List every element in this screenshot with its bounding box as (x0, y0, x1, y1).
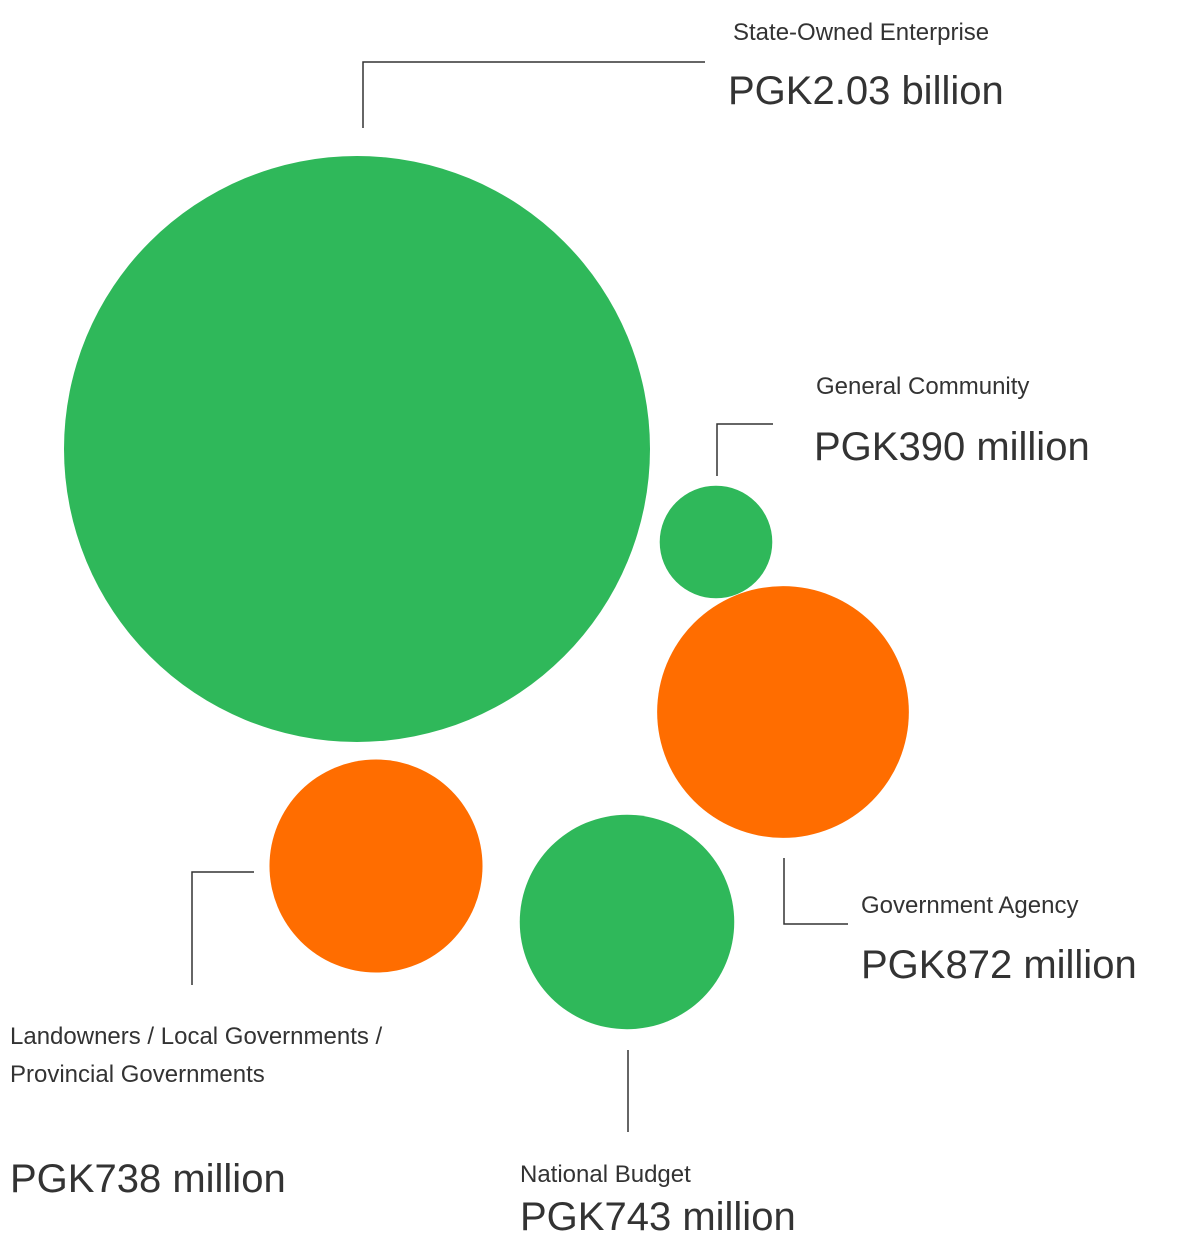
leader-line (783, 858, 848, 925)
value-label: PGK390 million (814, 425, 1090, 469)
bubble-name: State-Owned Enterprise (733, 19, 989, 46)
bubble (64, 156, 650, 742)
value-label: PGK743 million (520, 1195, 796, 1237)
bubbles (64, 156, 909, 1030)
value-label: PGK738 million (10, 1157, 286, 1201)
value-label: PGK2.03 billion (728, 69, 1004, 113)
leader-line (191, 871, 254, 985)
bubble-name: Government Agency (861, 892, 1078, 919)
leader-line (362, 61, 705, 128)
leader-line (716, 423, 773, 476)
bubble (659, 485, 773, 599)
bubble-name: General Community (816, 373, 1029, 400)
value-label: PGK872 million (861, 943, 1137, 987)
bubble-name: Landowners / Local Governments / Provinc… (10, 1023, 383, 1088)
bubble (269, 759, 483, 973)
bubble (519, 814, 735, 1030)
bubble-name: National Budget (520, 1161, 691, 1188)
bubble (657, 586, 909, 838)
